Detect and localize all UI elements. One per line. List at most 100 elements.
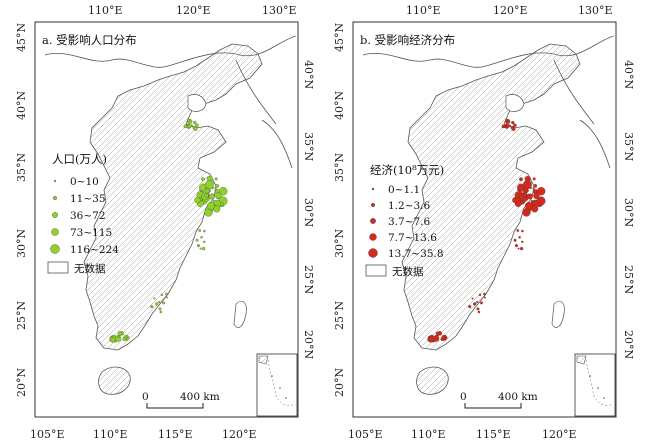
legend-symbol bbox=[371, 187, 375, 191]
right-lat-label: 20°N bbox=[302, 330, 315, 359]
legend-label: 13.7~35.8 bbox=[388, 248, 444, 260]
impact-symbol bbox=[165, 296, 168, 299]
left-lat-label: 20°N bbox=[333, 368, 346, 397]
legend-title: 人口(万人) bbox=[52, 152, 107, 166]
scale-bar: 0 400 km bbox=[460, 391, 538, 409]
impact-symbol bbox=[435, 334, 438, 338]
legend-symbol bbox=[52, 212, 58, 218]
impact-symbol bbox=[204, 188, 210, 194]
impact-symbol bbox=[537, 202, 542, 207]
impact-symbol bbox=[187, 124, 192, 128]
top-lon-label: 120°E bbox=[493, 4, 528, 17]
scale-start: 0 bbox=[460, 391, 467, 403]
impact-symbol bbox=[531, 205, 539, 213]
legend-symbol bbox=[53, 195, 58, 200]
affected-economy-symbols bbox=[427, 118, 546, 343]
impact-symbol bbox=[521, 229, 524, 233]
legend-symbol bbox=[371, 202, 376, 207]
legend-label: 11~35 bbox=[70, 193, 106, 205]
legend-label: 3.7~7.6 bbox=[388, 216, 431, 228]
impact-symbol bbox=[153, 297, 156, 300]
left-lat-label: 30°N bbox=[333, 229, 346, 258]
scale-start: 0 bbox=[142, 391, 149, 403]
impact-symbol bbox=[501, 124, 506, 129]
impact-symbol bbox=[476, 300, 479, 304]
impact-symbol bbox=[214, 187, 217, 190]
scale-end: 400 km bbox=[498, 391, 538, 403]
impact-symbol bbox=[537, 187, 546, 196]
top-lon-label: 120°E bbox=[176, 4, 211, 17]
impact-symbol bbox=[215, 192, 222, 199]
impact-symbol bbox=[483, 296, 486, 299]
south-china-sea-inset bbox=[256, 353, 298, 417]
impact-symbol bbox=[110, 336, 116, 343]
legend: 人口(万人) 0~10 11~35 36~72 73~115 116~224 无… bbox=[47, 152, 119, 275]
impact-symbol bbox=[201, 177, 205, 182]
right-lat-label: 20°N bbox=[622, 330, 635, 359]
impact-symbol bbox=[160, 293, 164, 297]
impact-symbol bbox=[521, 240, 524, 244]
panel-title: a. 受影响人口分布 bbox=[42, 33, 137, 47]
impact-symbol bbox=[215, 184, 220, 188]
bottom-lon-label: 110°E bbox=[411, 428, 446, 441]
impact-symbol bbox=[183, 124, 188, 129]
impact-symbol bbox=[204, 180, 214, 190]
impact-symbol bbox=[428, 336, 434, 343]
impact-symbol bbox=[193, 120, 197, 125]
impact-symbol bbox=[512, 196, 519, 204]
map-basemap bbox=[44, 35, 297, 395]
bottom-lon-label: 105°E bbox=[30, 428, 65, 441]
legend-symbol bbox=[369, 233, 377, 241]
impact-symbol bbox=[476, 307, 480, 311]
impact-symbol bbox=[195, 238, 199, 242]
impact-symbol bbox=[211, 186, 214, 189]
panel-title: b. 受影响经济分布 bbox=[360, 33, 455, 47]
impact-symbol bbox=[530, 200, 533, 203]
impact-symbol bbox=[519, 177, 523, 182]
impact-symbol bbox=[471, 297, 474, 300]
impact-symbol bbox=[478, 293, 482, 297]
bottom-lon-label: 120°E bbox=[542, 428, 577, 441]
panel-a-population: 110°E 120°E 130°E 105°E 110°E 115°E 120°… bbox=[15, 4, 315, 441]
left-lat-label: 40°N bbox=[15, 91, 28, 120]
legend-label: 0~1.1 bbox=[388, 184, 420, 196]
impact-symbol bbox=[125, 336, 128, 340]
impact-symbol bbox=[533, 192, 540, 199]
impact-symbol bbox=[117, 334, 120, 338]
impact-symbol bbox=[533, 184, 538, 188]
impact-symbol bbox=[532, 187, 535, 190]
left-lat-label: 25°N bbox=[15, 301, 28, 330]
bottom-lon-label: 105°E bbox=[348, 428, 383, 441]
legend-label: 73~115 bbox=[70, 227, 112, 239]
impact-symbol bbox=[435, 331, 441, 336]
top-lon-label: 130°E bbox=[578, 4, 613, 17]
legend-label: 116~224 bbox=[70, 244, 119, 256]
left-lat-label: 45°N bbox=[333, 23, 346, 52]
right-lat-label: 25°N bbox=[302, 265, 315, 294]
impact-symbol bbox=[511, 126, 516, 131]
impact-symbol bbox=[505, 124, 510, 128]
right-lat-label: 30°N bbox=[622, 198, 635, 227]
top-lon-label: 110°E bbox=[406, 4, 441, 17]
impact-symbol bbox=[516, 229, 520, 232]
impact-symbol bbox=[518, 236, 521, 239]
right-lat-label: 40°N bbox=[622, 60, 635, 89]
left-lat-label: 35°N bbox=[15, 153, 28, 182]
top-lon-label: 110°E bbox=[88, 4, 123, 17]
impact-symbol bbox=[193, 126, 198, 131]
right-lat-label: 25°N bbox=[622, 265, 635, 294]
right-lat-label: 40°N bbox=[302, 60, 315, 89]
legend-title: 经济(10⁸万元) bbox=[370, 163, 444, 177]
impact-symbol bbox=[473, 302, 477, 306]
legend: 经济(10⁸万元) 0~1.1 1.2~3.6 3.7~7.6 7.7~13.6… bbox=[365, 163, 444, 278]
impact-symbol bbox=[207, 201, 215, 210]
impact-symbol bbox=[505, 118, 509, 122]
impact-symbol bbox=[203, 240, 206, 244]
impact-symbol bbox=[212, 200, 215, 203]
left-lat-label: 25°N bbox=[333, 301, 346, 330]
impact-symbol bbox=[483, 292, 486, 296]
legend-symbol bbox=[368, 248, 378, 258]
impact-symbol bbox=[519, 246, 524, 251]
impact-symbol bbox=[162, 301, 165, 305]
